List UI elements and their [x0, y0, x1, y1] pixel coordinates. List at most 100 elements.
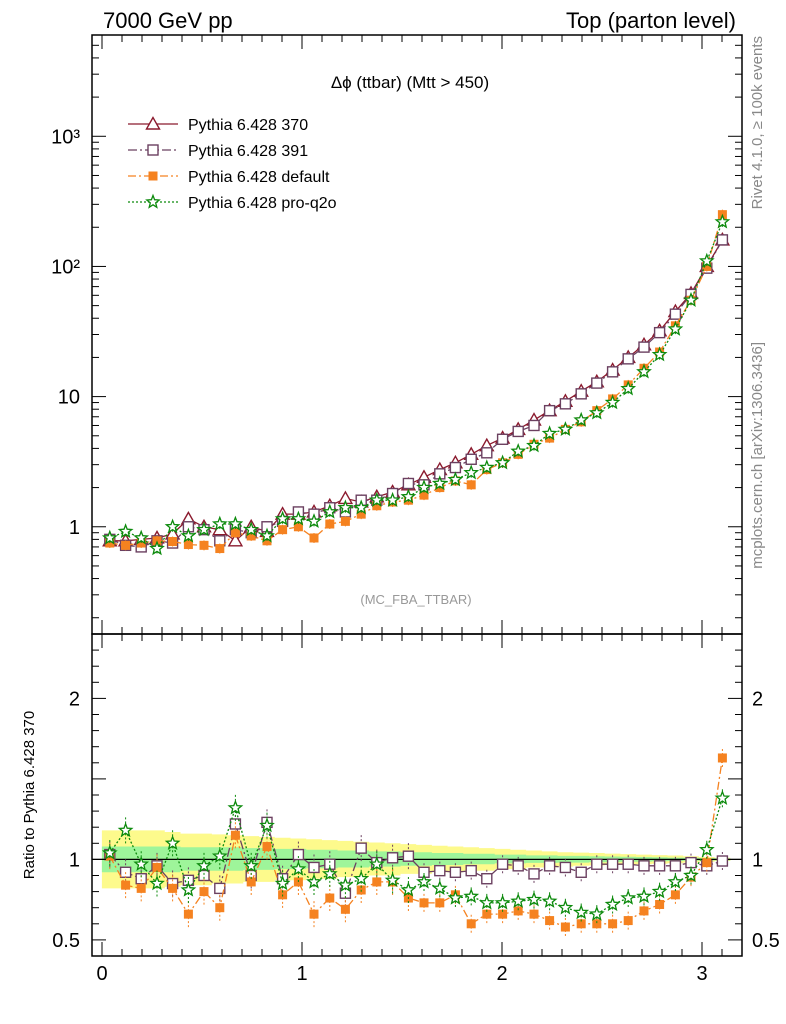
ratio-point-pythia-6-428-391	[606, 858, 619, 870]
ratio-point-pythia-6-428-default	[121, 880, 131, 890]
data-point-pythia-6-428-pro-q2o	[588, 404, 605, 420]
ratio-point-pythia-6-428-391	[292, 848, 305, 861]
data-point-pythia-6-428-pro-q2o	[243, 521, 260, 537]
data-point-pythia-6-428-pro-q2o	[337, 499, 354, 515]
data-point-pythia-6-428-pro-q2o	[368, 491, 385, 507]
ratio-point-pythia-6-428-391	[575, 866, 587, 878]
ratio-point-pythia-6-428-pro-q2o	[588, 905, 605, 921]
legend-entry-pythia-6-428-default: Pythia 6.428 default	[128, 169, 330, 186]
x-tick-label: 2	[496, 963, 507, 985]
series-line-pythia-6-428-default	[109, 214, 724, 550]
ratio-point-pythia-6-428-391	[716, 855, 729, 867]
chart-title: Δϕ (ttbar) (Mtt > 450)	[331, 73, 489, 92]
data-point-pythia-6-428-391	[402, 477, 415, 490]
ratio-point-pythia-6-428-pro-q2o	[337, 876, 354, 892]
ratio-point-pythia-6-428-pro-q2o	[573, 904, 590, 920]
ratio-point-pythia-6-428-pro-q2o	[274, 875, 291, 891]
legend-label: Pythia 6.428 default	[188, 169, 330, 186]
data-point-pythia-6-428-pro-q2o	[463, 464, 480, 480]
data-point-pythia-6-428-default	[309, 533, 319, 543]
header-right: Top (parton level)	[566, 8, 736, 33]
ratio-point-pythia-6-428-391	[355, 842, 367, 854]
ratio-point-pythia-6-428-pro-q2o	[180, 881, 197, 897]
data-point-pythia-6-428-pro-q2o	[321, 503, 338, 519]
ratio-y-axis-label: Ratio to Pythia 6.428 370	[21, 711, 38, 879]
data-point-pythia-6-428-pro-q2o	[478, 459, 495, 475]
data-point-pythia-6-428-pro-q2o	[683, 291, 699, 307]
ratio-point-pythia-6-428-391	[214, 882, 226, 895]
data-point-pythia-6-428-pro-q2o	[526, 437, 542, 453]
ratio-point-pythia-6-428-pro-q2o	[667, 873, 684, 889]
rivet-label: Rivet 4.1.0, ≥ 100k events	[749, 36, 766, 209]
ratio-point-pythia-6-428-pro-q2o	[510, 892, 527, 908]
data-point-pythia-6-428-pro-q2o	[149, 540, 165, 556]
ratio-point-pythia-6-428-default	[608, 919, 618, 929]
data-point-pythia-6-428-pro-q2o	[620, 380, 637, 396]
data-point-pythia-6-428-pro-q2o	[698, 252, 715, 268]
data-point-pythia-6-428-391	[575, 388, 587, 400]
legend-entry-pythia-6-428-370: Pythia 6.428 370	[128, 116, 308, 134]
ratio-point-pythia-6-428-pro-q2o	[368, 855, 385, 871]
ratio-point-pythia-6-428-pro-q2o	[353, 870, 370, 886]
data-point-pythia-6-428-pro-q2o	[259, 527, 275, 543]
ratio-point-pythia-6-428-default	[152, 862, 162, 872]
ratio-tick-label-right: 0.5	[752, 930, 780, 952]
data-point-pythia-6-428-391	[669, 308, 682, 320]
data-point-pythia-6-428-pro-q2o	[416, 479, 432, 495]
data-point-pythia-6-428-default	[325, 519, 335, 529]
data-point-pythia-6-428-391	[559, 398, 572, 410]
ratio-point-pythia-6-428-pro-q2o	[447, 889, 464, 905]
ratio-point-pythia-6-428-391	[465, 864, 477, 877]
ratio-point-pythia-6-428-pro-q2o	[243, 857, 260, 873]
data-point-pythia-6-428-pro-q2o	[431, 475, 448, 491]
y-tick-label: 10	[58, 387, 80, 409]
ratio-tick-label: 0.5	[52, 930, 80, 952]
data-point-pythia-6-428-pro-q2o	[494, 454, 511, 470]
ratio-point-pythia-6-428-pro-q2o	[683, 867, 699, 883]
data-point-pythia-6-428-370	[227, 532, 244, 547]
ratio-point-pythia-6-428-pro-q2o	[259, 817, 275, 833]
ratio-tick-label: 1	[69, 849, 80, 871]
data-point-pythia-6-428-pro-q2o	[651, 346, 668, 362]
ratio-point-pythia-6-428-pro-q2o	[557, 899, 574, 915]
x-tick-label: 0	[96, 963, 107, 985]
data-point-pythia-6-428-391	[543, 404, 556, 417]
ratio-point-pythia-6-428-pro-q2o	[714, 789, 731, 805]
legend-entry-pythia-6-428-391: Pythia 6.428 391	[128, 143, 308, 160]
legend-entry-pythia-6-428-pro-q2o: Pythia 6.428 pro-q2o	[128, 193, 337, 212]
ratio-point-pythia-6-428-default	[340, 904, 350, 914]
ratio-point-pythia-6-428-391	[622, 858, 634, 870]
data-point-pythia-6-428-default	[230, 528, 240, 538]
ratio-point-pythia-6-428-391	[481, 873, 493, 885]
ratio-point-pythia-6-428-default	[592, 919, 602, 929]
ratio-point-pythia-6-428-default	[262, 842, 272, 852]
ratio-point-pythia-6-428-391	[591, 858, 603, 870]
ratio-point-pythia-6-428-391	[528, 868, 540, 880]
ratio-point-pythia-6-428-391	[135, 873, 147, 885]
ratio-point-pythia-6-428-default	[655, 899, 665, 909]
data-point-pythia-6-428-pro-q2o	[541, 425, 558, 441]
main-series-group	[101, 209, 731, 556]
x-tick-label: 3	[696, 963, 707, 985]
y-tick-label: 10³	[51, 126, 80, 148]
ratio-line-pythia-6-428-391	[109, 820, 723, 895]
y-tick-label: 1	[69, 517, 80, 539]
legend-label: Pythia 6.428 391	[188, 143, 308, 160]
ratio-point-pythia-6-428-pro-q2o	[400, 881, 417, 897]
ratio-point-pythia-6-428-pro-q2o	[526, 891, 542, 907]
data-point-pythia-6-428-default	[183, 540, 193, 550]
ratio-line-pythia-6-428-pro-q2o	[109, 798, 724, 915]
ratio-tick-label-right: 1	[752, 849, 763, 871]
ratio-point-pythia-6-428-pro-q2o	[541, 892, 558, 908]
ratio-point-pythia-6-428-391	[449, 866, 462, 878]
data-point-pythia-6-428-pro-q2o	[306, 513, 322, 529]
data-point-pythia-6-428-pro-q2o	[117, 523, 134, 539]
watermark: (MC_FBA_TTBAR)	[360, 592, 471, 607]
data-point-pythia-6-428-pro-q2o	[447, 471, 464, 487]
ratio-point-pythia-6-428-391	[669, 860, 682, 872]
data-point-pythia-6-428-pro-q2o	[227, 515, 244, 531]
ratio-point-pythia-6-428-default	[670, 890, 680, 900]
x-tick-label: 1	[296, 963, 307, 985]
ratio-tick-label: 2	[69, 688, 80, 710]
